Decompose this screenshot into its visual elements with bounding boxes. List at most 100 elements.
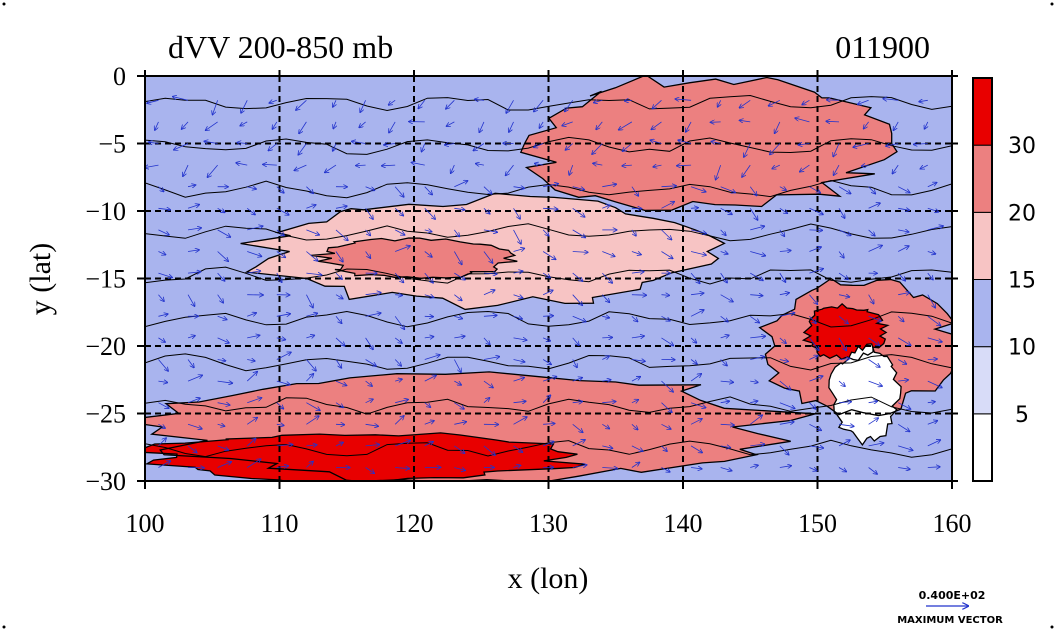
wind-vector xyxy=(513,229,521,244)
wind-vector xyxy=(897,316,904,321)
colorbar-swatch xyxy=(972,211,993,280)
wind-vector xyxy=(394,229,404,235)
wind-vector xyxy=(483,208,490,213)
wind-vector xyxy=(572,294,583,306)
wind-vector xyxy=(661,402,671,413)
wind-vector xyxy=(750,226,764,231)
wind-vector xyxy=(513,465,521,467)
wind-vector xyxy=(868,401,878,403)
wind-vector xyxy=(365,186,375,191)
wind-vector xyxy=(720,315,728,321)
wind-vector xyxy=(720,424,734,425)
wind-vector xyxy=(187,398,200,404)
wind-vector xyxy=(898,230,908,232)
y-tick-label: −10 xyxy=(85,197,126,226)
wind-vector xyxy=(306,251,317,261)
y-tick-label: −25 xyxy=(85,400,126,429)
wind-vector xyxy=(631,400,638,403)
wind-vector xyxy=(602,205,609,208)
wind-vector xyxy=(622,143,633,152)
wind-vector xyxy=(276,445,293,446)
wind-vector xyxy=(925,121,928,129)
wind-vector xyxy=(513,338,527,340)
wind-vector xyxy=(809,402,815,409)
wind-vector xyxy=(838,337,846,351)
wind-vector xyxy=(661,337,673,346)
wind-vector xyxy=(572,229,586,238)
wind-vector xyxy=(424,442,433,447)
wind-vector xyxy=(809,316,816,323)
wind-vector xyxy=(690,419,702,425)
wind-vector xyxy=(572,337,579,345)
wind-vector xyxy=(394,272,403,282)
wind-vector xyxy=(424,230,432,232)
wind-vector xyxy=(213,100,219,114)
wind-vector xyxy=(838,440,850,447)
wind-vector xyxy=(927,467,940,468)
wind-vector xyxy=(661,295,669,296)
wind-vector xyxy=(158,229,169,235)
wind-vector xyxy=(779,187,786,190)
wind-vector xyxy=(862,165,869,166)
wind-vector xyxy=(158,402,168,409)
wind-vector xyxy=(451,164,455,173)
wind-vector xyxy=(306,313,317,317)
wind-vector xyxy=(661,380,673,392)
wind-vector xyxy=(483,380,493,388)
wind-vector xyxy=(335,442,343,446)
wind-vector xyxy=(809,376,822,382)
wind-vector xyxy=(572,423,583,432)
wind-vector xyxy=(513,378,525,382)
wind-vector xyxy=(864,121,869,129)
wind-vector xyxy=(690,229,706,234)
wind-vector xyxy=(770,143,781,155)
wind-vector xyxy=(422,143,425,152)
wind-vector xyxy=(631,252,641,255)
wind-vector xyxy=(535,164,544,166)
wind-vector xyxy=(483,445,495,455)
wind-vector xyxy=(720,467,732,471)
wind-vector xyxy=(395,246,410,252)
y-tick-label: −20 xyxy=(85,332,126,361)
wind-vector xyxy=(276,314,290,317)
wind-vector xyxy=(473,143,485,151)
wind-vector xyxy=(886,144,899,147)
wind-vector xyxy=(750,465,758,467)
wind-vector xyxy=(740,120,751,122)
wind-vector xyxy=(513,445,523,452)
wind-vector xyxy=(183,164,189,176)
wind-vector xyxy=(779,207,787,213)
wind-vector xyxy=(276,466,288,468)
wind-vector xyxy=(619,121,633,130)
wind-vector xyxy=(690,186,706,192)
wind-vector xyxy=(749,186,756,196)
wind-vector xyxy=(247,187,256,189)
wind-vector xyxy=(356,165,366,166)
contour-south-core xyxy=(145,432,586,481)
wind-vector xyxy=(927,315,941,325)
contour-line xyxy=(145,179,952,199)
wind-vector xyxy=(838,467,846,472)
wind-vector xyxy=(651,121,662,129)
wind-vector xyxy=(838,424,854,426)
wind-vector xyxy=(174,143,189,150)
wind-vector xyxy=(661,315,669,321)
wind-vector xyxy=(454,445,464,453)
wind-vector xyxy=(927,252,936,254)
wind-vector xyxy=(779,466,791,468)
wind-vector xyxy=(838,295,849,297)
wind-vector xyxy=(513,417,527,425)
wind-vector xyxy=(483,315,497,316)
x-axis: 100 110 120 130 140 150 160 xyxy=(126,70,972,538)
wind-vector xyxy=(365,208,373,219)
wind-vector xyxy=(750,415,762,425)
wind-vector xyxy=(534,143,544,148)
wind-vector xyxy=(394,359,401,366)
y-axis: 0 −5 −10 −15 −20 −25 −30 xyxy=(85,62,958,496)
wind-vector xyxy=(858,99,869,104)
wind-vector xyxy=(424,402,431,408)
wind-vector xyxy=(898,359,906,365)
wind-vector xyxy=(424,208,435,219)
wind-vector xyxy=(247,271,260,273)
